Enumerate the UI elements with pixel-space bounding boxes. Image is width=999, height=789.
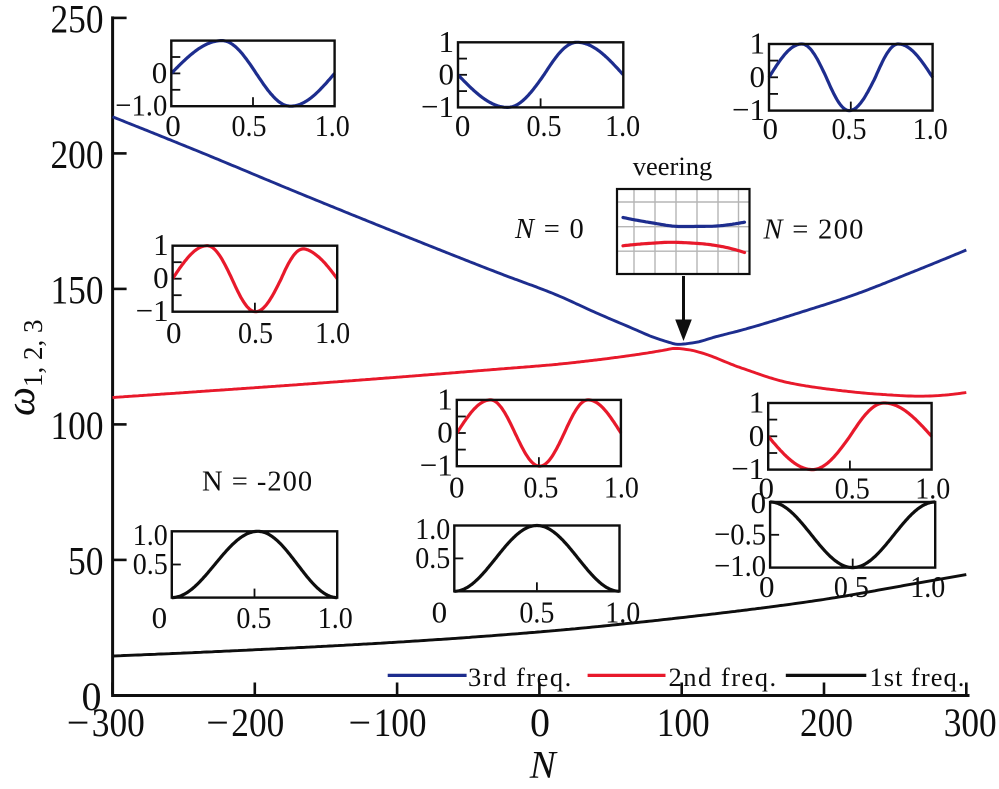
svg-text:0: 0 [152, 55, 168, 90]
svg-text:0: 0 [152, 600, 168, 635]
svg-text:−1.0: −1.0 [714, 548, 766, 583]
svg-text:0: 0 [530, 700, 550, 745]
svg-text:−1: −1 [136, 293, 169, 328]
svg-text:1.0: 1.0 [315, 315, 350, 350]
svg-text:0.5: 0.5 [519, 595, 554, 630]
svg-text:0.5: 0.5 [232, 108, 267, 143]
svg-text:1: 1 [750, 26, 766, 61]
svg-text:0: 0 [759, 471, 775, 506]
svg-text:1.0: 1.0 [133, 517, 168, 552]
svg-text:−: − [349, 700, 372, 745]
svg-text:0: 0 [749, 418, 765, 453]
svg-text:300: 300 [944, 700, 997, 745]
svg-text:−: − [206, 700, 229, 745]
svg-text:150: 150 [51, 267, 104, 312]
svg-text:1: 1 [439, 24, 455, 59]
svg-text:−0.5: −0.5 [714, 516, 766, 551]
svg-text:0.5: 0.5 [236, 600, 271, 635]
svg-text:0: 0 [166, 315, 182, 350]
svg-text:1.0: 1.0 [605, 108, 640, 143]
svg-text:0.5: 0.5 [835, 471, 870, 506]
svg-text:−1: −1 [731, 451, 764, 486]
svg-text:0: 0 [751, 485, 767, 520]
svg-text:1: 1 [153, 227, 169, 262]
svg-text:1: 1 [749, 385, 765, 420]
svg-text:0.5: 0.5 [238, 315, 273, 350]
svg-text:0.5: 0.5 [523, 470, 558, 505]
svg-text:0.5: 0.5 [133, 546, 168, 581]
svg-text:veering: veering [633, 151, 712, 181]
svg-text:1st freq.: 1st freq. [870, 662, 966, 692]
svg-text:−: − [67, 700, 90, 745]
svg-text:0: 0 [439, 56, 455, 91]
svg-text:250: 250 [51, 0, 104, 41]
svg-text:0: 0 [763, 111, 779, 146]
svg-text:0: 0 [449, 470, 465, 505]
svg-text:200: 200 [800, 700, 853, 745]
svg-text:1.0: 1.0 [318, 600, 353, 635]
svg-text:0: 0 [153, 260, 169, 295]
svg-text:1.0: 1.0 [913, 111, 948, 146]
svg-text:1.0: 1.0 [315, 108, 350, 143]
svg-text:1.0: 1.0 [910, 569, 945, 604]
svg-text:1: 1 [437, 381, 453, 416]
svg-text:N = 0: N = 0 [514, 214, 585, 245]
svg-text:N: N [529, 744, 558, 787]
svg-text:1.0: 1.0 [915, 471, 950, 506]
svg-text:0: 0 [165, 108, 181, 143]
svg-text:−1.0: −1.0 [115, 88, 167, 123]
svg-text:N = 200: N = 200 [763, 215, 865, 246]
svg-text:300: 300 [92, 700, 145, 745]
svg-text:1.0: 1.0 [604, 470, 639, 505]
svg-text:−1: −1 [732, 92, 765, 127]
svg-text:100: 100 [374, 700, 427, 745]
svg-text:N = -200: N = -200 [202, 467, 313, 498]
svg-text:0: 0 [455, 108, 471, 143]
svg-text:0.5: 0.5 [415, 540, 450, 575]
svg-text:0: 0 [759, 569, 775, 604]
svg-text:1.0: 1.0 [415, 511, 450, 546]
svg-text:3rd freq.: 3rd freq. [468, 662, 573, 692]
svg-text:−1: −1 [421, 89, 454, 124]
svg-text:50: 50 [68, 538, 104, 583]
svg-text:100: 100 [657, 700, 710, 745]
svg-text:0: 0 [432, 595, 448, 630]
svg-text:0.5: 0.5 [834, 569, 869, 604]
svg-text:2nd freq.: 2nd freq. [669, 662, 778, 692]
svg-text:100: 100 [51, 403, 104, 448]
svg-text:0: 0 [437, 415, 453, 450]
svg-text:200: 200 [51, 132, 104, 177]
svg-text:−1: −1 [420, 448, 453, 483]
svg-text:0: 0 [82, 674, 102, 719]
svg-text:200: 200 [231, 700, 284, 745]
svg-text:0.5: 0.5 [527, 108, 562, 143]
svg-text:0.5: 0.5 [832, 111, 867, 146]
svg-text:0: 0 [750, 59, 766, 94]
